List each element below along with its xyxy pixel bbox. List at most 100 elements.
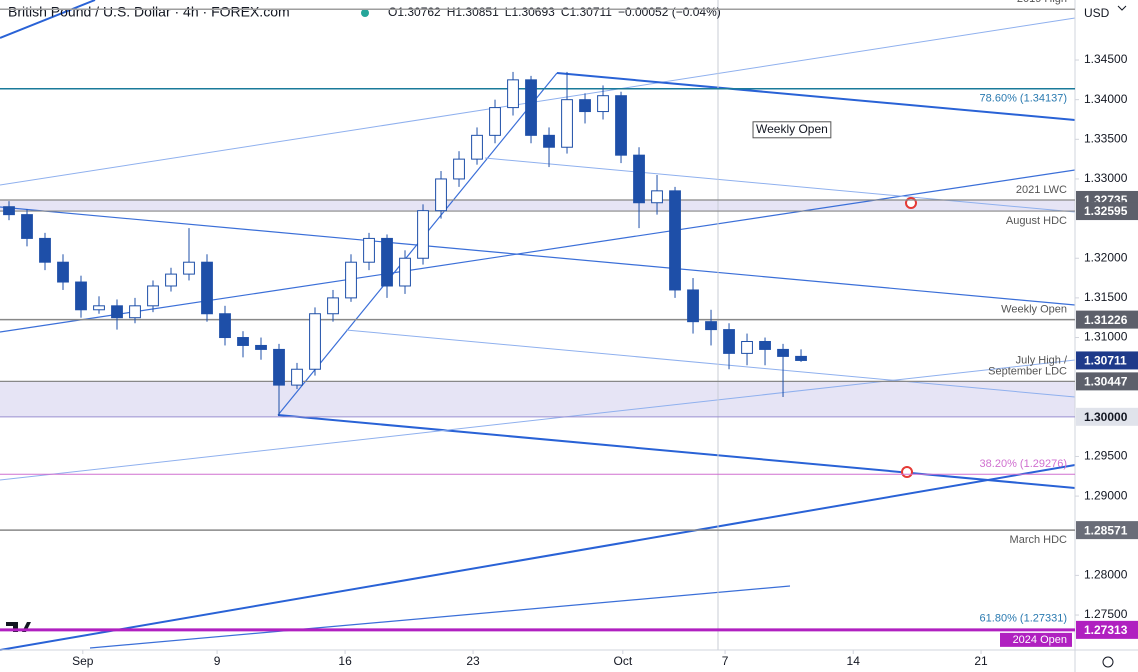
candle-body — [327, 297, 339, 315]
y-tick-label: 1.34000 — [1084, 92, 1128, 106]
level-name: Weekly Open — [1001, 304, 1067, 316]
trend-line — [277, 414, 1076, 489]
candle-body — [3, 206, 15, 216]
x-tick-label: Oct — [613, 654, 632, 668]
candle-body — [165, 273, 177, 287]
candle-body — [291, 368, 303, 386]
candle-body — [597, 95, 609, 113]
candle-body — [111, 305, 123, 319]
x-tick-label: 16 — [338, 654, 352, 668]
ohlc-value: L1.30693 — [505, 5, 555, 19]
price-box — [1076, 202, 1138, 221]
candle-body — [381, 237, 393, 287]
level-name: March HDC — [1010, 534, 1068, 546]
candle-body — [651, 190, 663, 204]
price-box — [1076, 310, 1138, 329]
level-name: September LDC — [988, 365, 1067, 377]
x-tick-label: 9 — [214, 654, 221, 668]
price-box-label: 1.27313 — [1084, 623, 1128, 637]
candle-body — [147, 285, 159, 307]
candle-body — [525, 79, 537, 136]
trend-line — [0, 17, 1076, 186]
candle-body — [615, 95, 627, 156]
trend-line — [556, 72, 1076, 121]
y-tick-label: 1.32000 — [1084, 250, 1128, 264]
chart-title: British Pound / U.S. Dollar · 4h · FOREX… — [8, 4, 290, 20]
candle-body — [453, 158, 465, 180]
y-tick-label: 1.27500 — [1084, 607, 1128, 621]
candle-body — [417, 210, 429, 259]
candle-body — [471, 134, 483, 160]
candle-body — [237, 337, 249, 346]
x-tick-label: 14 — [847, 654, 861, 668]
candle-body — [669, 190, 681, 291]
candle-body — [543, 134, 555, 148]
candle-body — [129, 305, 141, 319]
price-box — [1076, 372, 1138, 391]
price-box — [1076, 351, 1138, 370]
candle-body — [219, 313, 231, 339]
y-tick-label: 1.28000 — [1084, 568, 1128, 582]
ohlc-value: O1.30762 — [388, 5, 441, 19]
trend-line — [0, 0, 96, 39]
y-tick-label: 1.34500 — [1084, 52, 1128, 66]
candle-body — [363, 237, 375, 263]
candle-body — [399, 257, 411, 287]
candle-body — [579, 99, 591, 113]
candle-body — [183, 261, 195, 275]
zone — [0, 199, 1075, 212]
ohlc-value: −0.00052 (−0.04%) — [618, 5, 721, 19]
level-name: 38.20% (1.29276) — [980, 458, 1067, 470]
candle-body — [255, 344, 267, 350]
level-name: July High / — [1016, 354, 1068, 366]
currency-dropdown[interactable] — [1117, 5, 1127, 11]
price-box-label: 1.32595 — [1084, 204, 1128, 218]
level-name-box — [1000, 632, 1072, 647]
trend-line — [0, 359, 1076, 481]
level-name: 78.60% (1.34137) — [980, 93, 1067, 105]
candle-body — [723, 329, 735, 354]
marker — [901, 466, 913, 478]
annotation: Weekly Open — [756, 122, 828, 136]
ohlc-value: H1.30851 — [447, 5, 499, 19]
trend-line — [0, 206, 1076, 306]
candle-body — [561, 99, 573, 148]
level-name: 61.80% (1.27331) — [980, 612, 1067, 624]
candle-body — [435, 178, 447, 212]
settings-icon[interactable] — [1102, 656, 1114, 668]
price-box — [1076, 521, 1138, 540]
status-dot — [361, 9, 369, 17]
candle-body — [741, 340, 753, 354]
trend-line — [0, 169, 1076, 333]
currency[interactable]: USD — [1084, 6, 1110, 20]
zone — [0, 381, 1075, 417]
candle-body — [345, 261, 357, 299]
price-box-label: 1.30000 — [1084, 410, 1128, 424]
trend-line — [484, 157, 1076, 213]
ohlc-value: C1.30711 — [561, 5, 612, 19]
annotation-box — [752, 121, 832, 139]
candle-body — [705, 321, 717, 331]
candle-body — [93, 305, 105, 311]
trend-line — [0, 464, 1076, 651]
y-tick-label: 1.33000 — [1084, 171, 1128, 185]
candle-body — [633, 154, 645, 204]
candle-body — [795, 355, 807, 361]
trend-line — [89, 585, 791, 649]
candle-body — [687, 289, 699, 323]
x-tick-label: Sep — [72, 654, 94, 668]
x-tick-label: 7 — [722, 654, 729, 668]
price-axis — [1075, 0, 1138, 672]
candle-body — [273, 348, 285, 386]
candle-body — [759, 340, 771, 350]
y-tick-label: 1.31000 — [1084, 330, 1128, 344]
level-name: August HDC — [1006, 215, 1067, 227]
candle-body — [309, 313, 321, 370]
y-tick-label: 1.29000 — [1084, 488, 1128, 502]
trend-lines — [0, 0, 1076, 651]
x-tick-label: 21 — [974, 654, 988, 668]
candle-body — [39, 237, 51, 263]
y-tick-label: 1.31500 — [1084, 290, 1128, 304]
price-box-label: 1.28571 — [1084, 523, 1128, 537]
